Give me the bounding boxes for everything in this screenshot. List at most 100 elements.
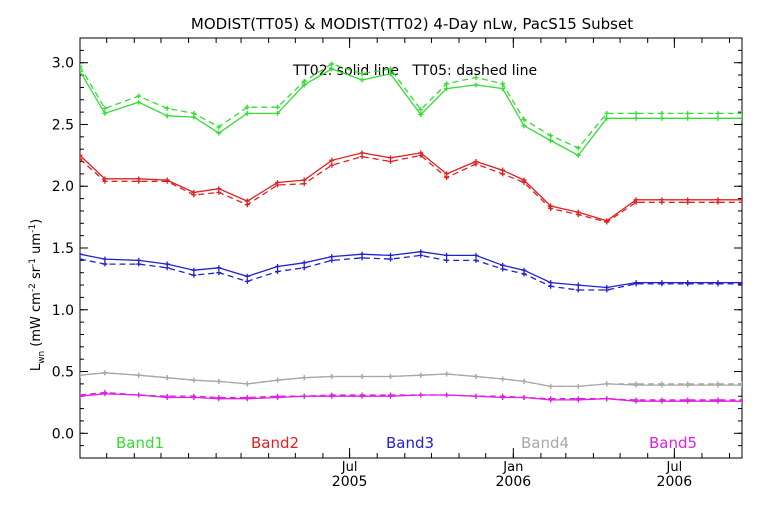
data-point: [301, 393, 307, 399]
data-point: [715, 381, 721, 387]
data-point: [244, 104, 250, 110]
data-point: [659, 199, 665, 205]
data-point: [216, 378, 222, 384]
data-point: [275, 268, 281, 274]
data-point: [359, 255, 365, 261]
data-point: [164, 375, 170, 381]
data-point: [244, 202, 250, 208]
y-tick-label: 3.0: [52, 56, 74, 72]
data-point: [329, 157, 335, 163]
data-point: [329, 61, 335, 67]
data-point: [659, 115, 665, 121]
data-point: [473, 393, 479, 399]
series-line-dashed: [80, 254, 742, 291]
data-point: [739, 382, 742, 388]
data-point: [739, 197, 742, 203]
data-point: [659, 397, 665, 403]
data-point: [102, 105, 108, 111]
data-point: [136, 372, 142, 378]
data-point: [301, 78, 307, 84]
data-point: [80, 372, 83, 378]
legend-item-band2: Band2: [251, 434, 299, 452]
data-point: [473, 82, 479, 88]
data-point: [301, 181, 307, 187]
data-point: [604, 287, 610, 293]
data-point: [164, 113, 170, 119]
data-point: [80, 393, 83, 399]
data-point: [275, 264, 281, 270]
data-point: [521, 117, 527, 123]
data-point: [575, 396, 581, 402]
series-band3: [80, 249, 742, 293]
data-point: [275, 182, 281, 188]
data-point: [575, 282, 581, 288]
data-point: [359, 154, 365, 160]
data-point: [80, 68, 83, 74]
data-point: [739, 280, 742, 286]
legend-item-band4: Band4: [521, 434, 569, 452]
data-point: [739, 381, 742, 387]
data-point: [604, 381, 610, 387]
y-tick-label: 0.0: [52, 426, 74, 442]
data-point: [191, 267, 197, 273]
data-point: [633, 115, 639, 121]
data-point: [444, 86, 450, 92]
data-point: [275, 377, 281, 383]
data-point: [80, 152, 83, 158]
data-point: [715, 397, 721, 403]
data-point: [685, 397, 691, 403]
data-point: [275, 104, 281, 110]
data-point: [80, 156, 83, 162]
series-line-solid: [80, 251, 742, 289]
data-point: [715, 281, 721, 287]
data-point: [244, 273, 250, 279]
data-point: [136, 392, 142, 398]
data-point: [136, 261, 142, 267]
data-point: [102, 110, 108, 116]
data-point: [301, 265, 307, 271]
data-point: [164, 105, 170, 111]
series-band4: [80, 370, 742, 389]
data-point: [191, 192, 197, 198]
data-point: [191, 110, 197, 116]
data-point: [604, 396, 610, 402]
data-point: [244, 394, 250, 400]
data-point: [739, 398, 742, 404]
data-point: [500, 81, 506, 87]
data-point: [80, 63, 83, 69]
data-point: [102, 178, 108, 184]
series-line-solid: [80, 152, 742, 222]
data-point: [659, 281, 665, 287]
data-point: [275, 110, 281, 116]
data-point: [301, 375, 307, 381]
data-point: [80, 251, 83, 257]
data-point: [164, 178, 170, 184]
data-point: [521, 378, 527, 384]
data-point: [80, 256, 83, 262]
data-point: [473, 373, 479, 379]
y-tick-label: 2.5: [52, 117, 74, 133]
data-point: [388, 373, 394, 379]
data-point: [216, 270, 222, 276]
data-point: [244, 110, 250, 116]
data-point: [244, 278, 250, 284]
data-point: [388, 159, 394, 165]
data-point: [216, 124, 222, 130]
data-point: [418, 252, 424, 258]
data-point: [329, 162, 335, 168]
data-point: [473, 257, 479, 263]
data-point: [575, 212, 581, 218]
series-layer: [80, 61, 742, 404]
data-point: [685, 110, 691, 116]
data-point: [715, 110, 721, 116]
data-point: [604, 219, 610, 225]
data-point: [216, 130, 222, 136]
data-point: [418, 392, 424, 398]
data-point: [301, 260, 307, 266]
data-point: [102, 370, 108, 376]
data-point: [633, 199, 639, 205]
data-point: [715, 199, 721, 205]
data-point: [739, 397, 742, 403]
data-point: [444, 81, 450, 87]
